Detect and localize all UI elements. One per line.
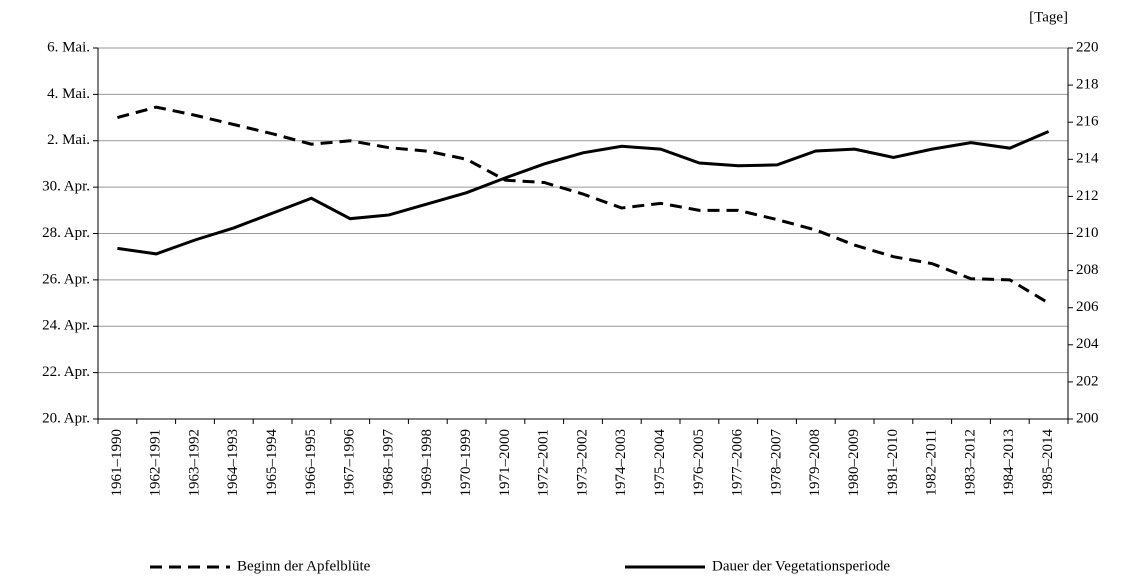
x-tick-label: 1964–1993: [225, 429, 241, 497]
y2-tick-label: 200: [1076, 410, 1099, 426]
y-tick-label: 2. Mai.: [47, 132, 90, 148]
x-tick-label: 1978–2007: [768, 429, 784, 497]
y-tick-label: 28. Apr.: [42, 225, 90, 241]
x-tick-label: 1975–2004: [652, 429, 668, 497]
x-tick-label: 1963–1992: [186, 429, 202, 497]
y2-tick-label: 220: [1076, 39, 1099, 55]
y-tick-label: 4. Mai.: [47, 86, 90, 102]
x-tick-label: 1980–2009: [846, 429, 862, 497]
x-tick-label: 1982–2011: [924, 429, 940, 496]
data-line: [117, 130, 1050, 256]
legend-label: Dauer der Vegetationsperiode: [712, 558, 890, 574]
x-tick-label: 1973–2002: [574, 429, 590, 497]
data-line: [117, 105, 1050, 305]
x-tick-label: 1981–2010: [885, 429, 901, 497]
x-tick-label: 1976–2005: [691, 429, 707, 497]
y-tick-label: 22. Apr.: [42, 364, 90, 380]
y2-tick-label: 216: [1076, 114, 1099, 130]
x-tick-label: 1974–2003: [613, 429, 629, 497]
y-tick-label: 6. Mai.: [47, 39, 90, 55]
y2-tick-label: 212: [1076, 188, 1099, 204]
y2-tick-label: 218: [1076, 77, 1099, 93]
y2-tick-label: 202: [1076, 373, 1099, 389]
x-tick-label: 1962–1991: [148, 429, 164, 497]
y2-axis-label: [Tage]: [1029, 9, 1068, 25]
y-tick-label: 26. Apr.: [42, 271, 90, 287]
y2-tick-label: 214: [1076, 151, 1099, 167]
x-tick-label: 1970–1999: [458, 429, 474, 497]
y-tick-label: 30. Apr.: [42, 179, 90, 195]
x-tick-label: 1972–2001: [536, 429, 552, 497]
y2-tick-label: 208: [1076, 262, 1099, 278]
x-tick-label: 1971–2000: [497, 429, 513, 497]
legend-label: Beginn der Apfelblüte: [237, 558, 371, 574]
x-tick-label: 1979–2008: [807, 429, 823, 497]
x-tick-label: 1977–2006: [730, 429, 746, 497]
x-tick-label: 1969–1998: [419, 429, 435, 497]
y2-tick-label: 210: [1076, 225, 1099, 241]
x-tick-label: 1984–2013: [1001, 429, 1017, 497]
x-tick-label: 1983–2012: [962, 429, 978, 497]
y2-tick-label: 204: [1076, 336, 1099, 352]
y2-tick-label: 206: [1076, 299, 1099, 315]
x-tick-label: 1965–1994: [264, 429, 280, 497]
x-tick-label: 1985–2014: [1040, 429, 1056, 497]
x-tick-label: 1961–1990: [109, 429, 125, 497]
x-tick-label: 1967–1996: [342, 429, 358, 497]
x-tick-label: 1968–1997: [380, 429, 396, 497]
x-tick-label: 1966–1995: [303, 429, 319, 497]
y-tick-label: 20. Apr.: [42, 410, 90, 426]
y-tick-label: 24. Apr.: [42, 318, 90, 334]
